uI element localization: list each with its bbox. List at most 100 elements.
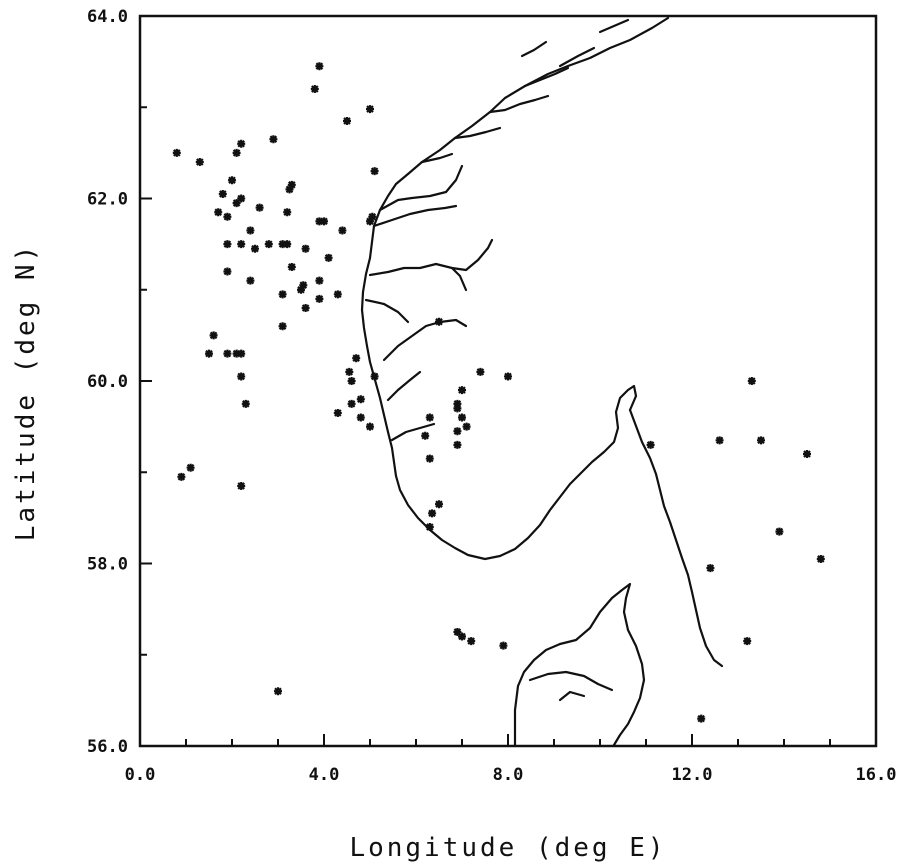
y-tick-label: 60.0 [87,372,128,392]
data-point [237,372,246,381]
data-point [269,135,278,144]
data-point [467,637,476,646]
data-point [297,285,305,294]
data-point [343,116,351,125]
data-point [237,139,246,148]
data-point [435,317,443,326]
data-point [425,523,434,531]
data-point [320,217,328,226]
data-points [172,62,825,723]
data-point [209,331,218,340]
data-point [278,322,287,331]
data-point [232,148,241,157]
data-point [232,199,241,208]
data-point [223,212,232,221]
data-point [366,217,374,226]
data-point [338,226,347,235]
data-point [428,509,437,518]
data-point [218,189,227,198]
data-point [453,627,462,636]
data-point [366,422,374,431]
data-point [315,276,324,285]
data-point [421,431,430,440]
data-point [425,413,434,422]
data-point [223,267,232,276]
data-point [246,276,255,285]
data-point [462,422,471,431]
x-axis: 0.0 4.0 8.0 12.0 16.0 [125,734,897,785]
data-point [246,226,255,235]
data-point [356,413,365,422]
data-point [255,203,264,212]
x-tick-label: 0.0 [125,765,156,785]
data-point [747,377,756,385]
data-point [453,440,462,449]
denmark-coastline [513,582,646,747]
data-point [287,262,296,271]
data-point [458,386,466,395]
data-point [333,408,342,417]
data-point [283,240,292,249]
data-point [458,413,466,422]
data-point [347,377,356,385]
data-point [315,294,324,303]
data-point [223,240,232,249]
data-point [278,290,287,299]
data-point [186,463,195,472]
data-point [453,427,462,436]
data-point [366,105,374,114]
data-point [453,404,462,413]
data-point [237,481,246,490]
data-point [646,440,655,449]
norway-coastline [360,16,670,561]
data-point [757,436,765,445]
data-point [324,253,333,262]
data-point [285,185,294,194]
data-point [228,176,236,185]
data-point [347,399,356,408]
data-point [356,395,365,404]
data-point [274,687,282,696]
data-point [251,244,259,253]
data-point [241,399,250,408]
y-axis: 56.0 58.0 60.0 62.0 64.0 [87,7,152,757]
plot-frame [138,14,878,748]
x-tick-label: 12.0 [672,765,713,785]
data-point [264,240,273,249]
y-axis-title: Latitude (deg N) [11,243,41,541]
data-point [287,180,296,189]
data-point [310,85,319,93]
data-point [370,372,379,381]
data-point [237,194,246,203]
data-point [743,637,752,646]
data-point [352,354,361,363]
data-point [775,527,784,536]
data-point [435,500,443,509]
coastline-map [360,16,724,747]
y-tick-label: 64.0 [87,7,128,27]
data-point [283,208,292,217]
data-point [172,148,181,157]
data-point [315,62,324,71]
data-point [237,349,246,358]
data-point [237,240,246,249]
x-tick-label: 8.0 [493,765,524,785]
data-point [345,367,354,376]
data-point [232,349,241,358]
data-point [803,450,811,458]
data-point [504,372,512,381]
data-point [816,554,825,563]
data-point [315,217,324,226]
data-point [177,472,186,481]
sweden-coastline [628,408,724,668]
data-point [697,714,706,723]
data-point [715,436,724,445]
x-axis-title: Longitude (deg E) [349,833,666,862]
data-point [499,641,508,650]
data-point [476,367,485,376]
data-point [706,564,715,573]
x-tick-label: 16.0 [856,765,897,785]
y-tick-label: 56.0 [87,737,128,757]
data-point [223,349,232,358]
